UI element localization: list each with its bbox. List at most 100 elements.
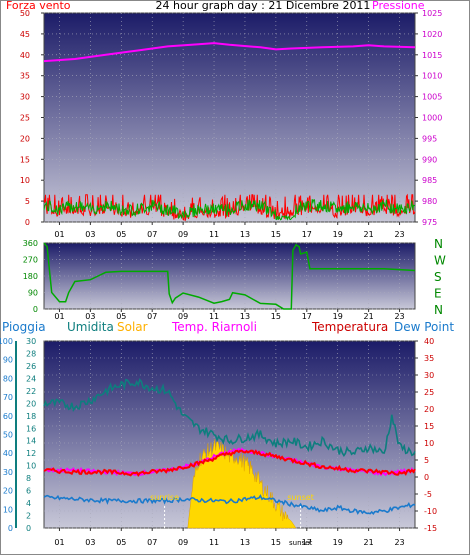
hour-label-19: 19 <box>333 312 343 321</box>
hour-label-07: 07 <box>147 230 157 239</box>
rain-tick-10: 10 <box>3 505 13 514</box>
hour-label-13: 13 <box>240 230 250 239</box>
hour-label-13: 13 <box>240 538 250 547</box>
hour-label-21: 21 <box>364 538 374 547</box>
hour-label-11: 11 <box>209 230 219 239</box>
humidity-tick-4: 4 <box>26 499 31 508</box>
hour-label-21: 21 <box>364 230 374 239</box>
humidity-tick-10: 10 <box>26 462 36 471</box>
temperature-tick-30: 30 <box>424 371 434 380</box>
temperature-series: sunrise sunset <box>43 378 416 529</box>
humidity-tick-30: 30 <box>26 337 36 346</box>
hour-label-17: 17 <box>302 230 312 239</box>
humidity-tick-14: 14 <box>26 437 36 446</box>
sunrise-label: sunrise <box>150 493 179 502</box>
rain-tick-0: 0 <box>8 524 13 533</box>
hour-label-05: 05 <box>116 312 126 321</box>
rain-tick-20: 20 <box>3 487 13 496</box>
pressure-tick-990: 990 <box>422 155 437 164</box>
humidity-tick-18: 18 <box>26 412 36 421</box>
hour-label-01: 01 <box>54 538 64 547</box>
left-series-label: Forza vento <box>6 0 71 12</box>
wind-speed-axis: 0 5 10 15 20 25 30 35 40 45 50 <box>20 9 44 227</box>
direction-tick-90: 90 <box>28 289 38 298</box>
legend-rain: Pioggia <box>2 320 46 334</box>
hour-axis-bottom: 01 03 05 07 09 11 13 15 17 19 21 23 sunset <box>54 528 405 547</box>
hour-label-05: 05 <box>116 230 126 239</box>
wind-tick-50: 50 <box>20 9 30 18</box>
rain-tick-40: 40 <box>3 449 13 458</box>
hour-axis-middle: 01 03 05 07 09 11 13 15 17 19 21 23 <box>54 309 405 321</box>
humidity-tick-2: 2 <box>26 512 31 521</box>
compass-label-4: N <box>434 303 443 317</box>
pressure-tick-1000: 1000 <box>422 114 442 123</box>
direction-tick-180: 180 <box>23 272 38 281</box>
wind-speed-line <box>43 193 416 221</box>
hour-label-19: 19 <box>333 538 343 547</box>
wind-tick-10: 10 <box>20 176 30 185</box>
pressure-tick-985: 985 <box>422 176 437 185</box>
rain-axis: 0 10 20 30 40 50 60 70 80 90 100 <box>0 337 17 533</box>
sunset-label: sunset <box>287 493 314 502</box>
hour-label-01: 01 <box>54 230 64 239</box>
compass-label-1: W <box>434 254 446 268</box>
wind-tick-25: 25 <box>20 114 30 123</box>
riarnoli-line <box>43 447 416 477</box>
wind-direction-grid <box>44 242 415 310</box>
pressure-tick-1025: 1025 <box>422 9 442 18</box>
pressure-tick-975: 975 <box>422 218 437 227</box>
direction-degrees-axis: 0 90 180 270 360 <box>23 239 38 314</box>
legend-riarnoli: Temp. Riarnoli <box>171 320 257 334</box>
hour-label-07: 07 <box>147 538 157 547</box>
pressure-tick-1005: 1005 <box>422 93 442 102</box>
pressure-axis: 975 980 985 990 995 1000 1005 1010 1015 1020 1025 <box>415 9 442 227</box>
legend-dewpoint: Dew Point <box>394 320 454 334</box>
sunset-axis-label: sunset <box>289 539 312 547</box>
hour-label-11: 11 <box>209 538 219 547</box>
hour-label-07: 07 <box>147 312 157 321</box>
wind-tick-20: 20 <box>20 134 30 143</box>
right-series-label: Pressione <box>372 0 425 12</box>
humidity-line <box>43 378 416 457</box>
pressure-tick-980: 980 <box>422 197 437 206</box>
humidity-tick-20: 20 <box>26 399 36 408</box>
pressure-tick-995: 995 <box>422 134 437 143</box>
rain-tick-30: 30 <box>3 468 13 477</box>
hour-label-03: 03 <box>85 230 95 239</box>
chart-title: 24 hour graph day : 21 Dicembre 2011 <box>156 0 371 12</box>
humidity-tick-22: 22 <box>26 387 36 396</box>
rain-tick-90: 90 <box>3 356 13 365</box>
temperature-tick-25: 25 <box>424 388 434 397</box>
temperature-tick-15: 15 <box>424 422 434 431</box>
temperature-tick-20: 20 <box>424 405 434 414</box>
hour-label-21: 21 <box>364 312 374 321</box>
wind-pressure-plot-area <box>43 12 416 223</box>
rain-tick-70: 70 <box>3 393 13 402</box>
hour-label-23: 23 <box>394 312 404 321</box>
legend-temperature: Temperatura <box>311 320 388 334</box>
rain-tick-50: 50 <box>3 431 13 440</box>
hour-label-11: 11 <box>209 312 219 321</box>
humidity-tick-26: 26 <box>26 362 36 371</box>
rain-tick-60: 60 <box>3 412 13 421</box>
wind-gust-line <box>43 199 416 221</box>
pressure-tick-1015: 1015 <box>422 51 442 60</box>
humidity-tick-24: 24 <box>26 374 36 383</box>
pressure-tick-1010: 1010 <box>422 72 442 81</box>
hour-label-17: 17 <box>302 538 312 547</box>
wind-tick-5: 5 <box>25 197 30 206</box>
temperature-tick-5: 5 <box>424 456 429 465</box>
wind-tick-45: 45 <box>20 30 30 39</box>
temperature-tick-35: 35 <box>424 354 434 363</box>
compass-label-0: N <box>434 237 443 251</box>
hour-axis-top: 01 03 05 07 09 11 13 15 17 19 21 23 <box>54 222 405 239</box>
humidity-tick-12: 12 <box>26 449 36 458</box>
hour-label-19: 19 <box>333 230 343 239</box>
pressure-line <box>43 42 416 63</box>
compass-label-2: S <box>434 270 442 284</box>
hour-label-05: 05 <box>116 538 126 547</box>
rain-tick-80: 80 <box>3 374 13 383</box>
